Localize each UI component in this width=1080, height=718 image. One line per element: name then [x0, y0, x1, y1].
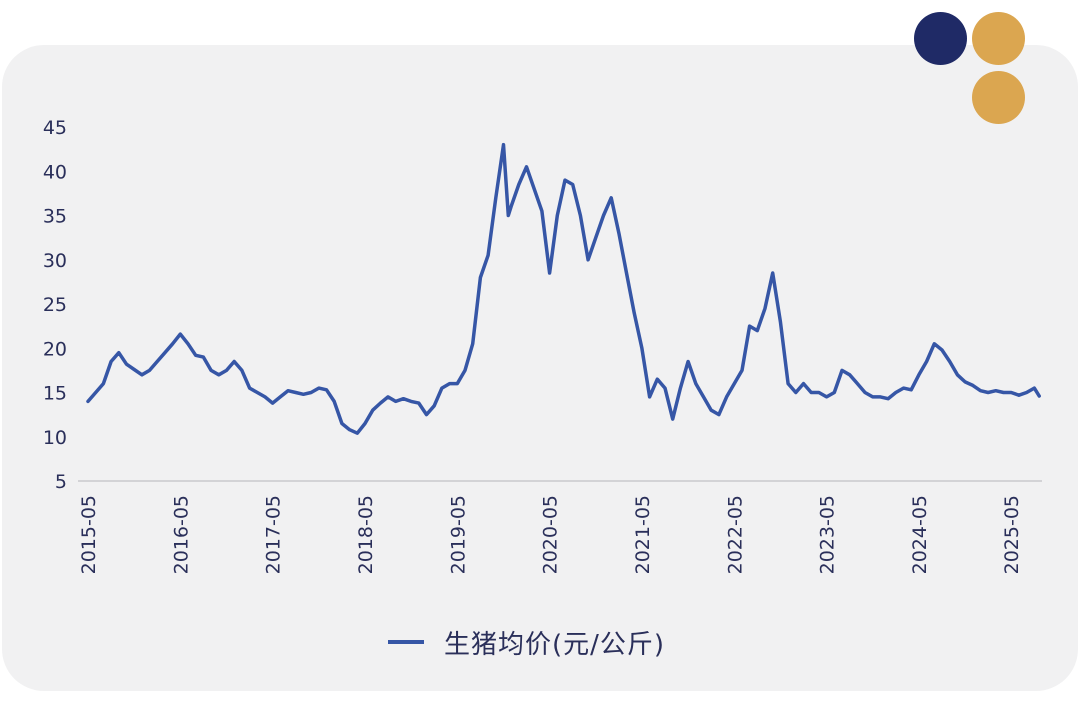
x-tick-label: 2019-05 — [447, 495, 469, 574]
x-tick-label: 2017-05 — [263, 495, 285, 574]
x-tick-label: 2022-05 — [724, 495, 746, 574]
y-tick-label: 30 — [43, 250, 67, 272]
decorative-gold-dot — [972, 71, 1025, 124]
x-tick-label: 2020-05 — [540, 495, 562, 574]
x-tick-label: 2024-05 — [909, 495, 931, 574]
x-tick-label: 2021-05 — [632, 495, 654, 574]
decorative-navy-dot — [914, 12, 967, 65]
x-tick-label: 2025-05 — [1001, 495, 1023, 574]
legend-label: 生猪均价(元/公斤) — [444, 629, 666, 660]
y-tick-label: 15 — [43, 383, 67, 405]
y-tick-label: 5 — [55, 471, 67, 493]
y-tick-label: 25 — [43, 294, 67, 316]
legend-swatch — [388, 640, 424, 644]
x-tick-label: 2023-05 — [817, 495, 839, 574]
decorative-gold-dot — [972, 12, 1025, 65]
legend: 生猪均价(元/公斤) — [388, 622, 665, 662]
y-tick-label: 35 — [43, 206, 67, 228]
y-axis: 5 10 15 20 25 30 35 40 45 — [43, 117, 67, 493]
y-tick-label: 20 — [43, 338, 67, 360]
x-tick-label: 2015-05 — [78, 495, 100, 574]
y-tick-label: 45 — [43, 117, 67, 139]
series-line-hog-price — [86, 142, 1041, 435]
y-tick-label: 10 — [43, 427, 67, 449]
chart-card — [2, 45, 1078, 691]
y-tick-label: 40 — [43, 161, 67, 183]
x-tick-label: 2018-05 — [355, 495, 377, 574]
x-tick-label: 2016-05 — [170, 495, 192, 574]
x-axis: 2015-05 2016-05 2017-05 2018-05 2019-05 2020-… — [78, 495, 1023, 574]
